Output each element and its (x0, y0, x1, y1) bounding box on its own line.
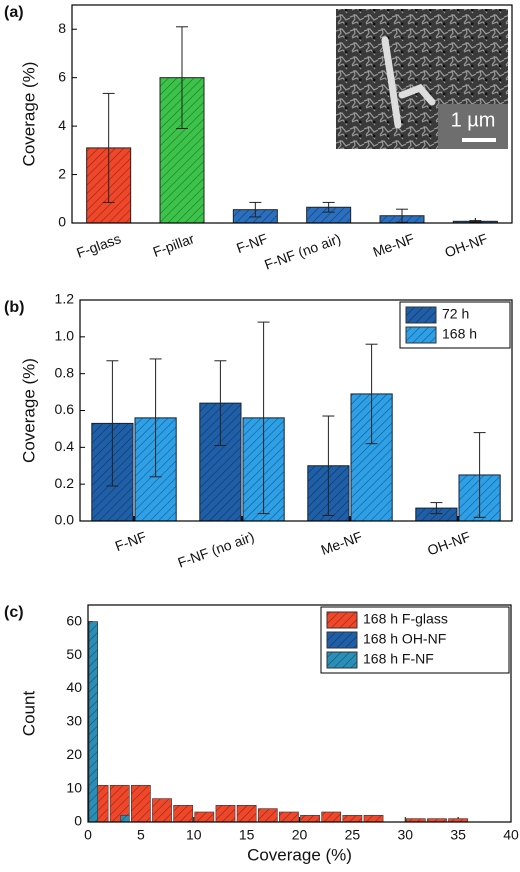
histogram-bar (215, 805, 236, 823)
legend-swatch (405, 326, 437, 344)
x-tick-label: Me-NF (371, 230, 417, 260)
x-tick-label: Me-NF (319, 528, 365, 558)
y-tick-label: 50 (66, 646, 82, 662)
x-tick-label: 5 (137, 827, 145, 843)
y-tick-label: 1.0 (55, 328, 75, 344)
y-tick-label: 0 (58, 214, 66, 230)
x-tick-label: OH-NF (442, 230, 489, 260)
legend-label: 168 h (442, 326, 477, 342)
legend-swatch (326, 611, 358, 629)
histogram-bar (279, 811, 299, 823)
histogram-bar (120, 815, 130, 823)
x-tick-label: F-NF (113, 528, 148, 554)
y-tick-label: 1.2 (55, 291, 75, 307)
legend-swatch (405, 306, 437, 324)
y-tick-label: 20 (66, 746, 82, 762)
x-tick-label: 35 (450, 827, 466, 843)
legend-label: 168 h F-NF (363, 651, 434, 667)
x-tick-label: 10 (186, 827, 202, 843)
histogram-bar (194, 811, 215, 823)
histogram-bar (321, 811, 342, 823)
x-tick-label: 15 (239, 827, 255, 843)
x-tick-label: F-NF (234, 230, 269, 256)
y-tick-label: 6 (58, 68, 66, 84)
x-tick-label: 0 (84, 827, 92, 843)
y-tick-label: 40 (66, 679, 82, 695)
legend-swatch (326, 631, 358, 649)
panel-label: (b) (4, 299, 24, 316)
y-tick-label: 0.8 (55, 364, 75, 380)
x-tick-label: F-NF (no air) (176, 528, 257, 570)
legend-label: 168 h F-glass (363, 611, 448, 627)
y-tick-label: 30 (66, 713, 82, 729)
y-tick-label: 60 (66, 612, 82, 628)
sem-feature (381, 36, 436, 129)
histogram-bar (342, 815, 363, 823)
x-tick-label: 25 (345, 827, 361, 843)
legend-label: 168 h OH-NF (363, 631, 446, 647)
scale-label: 1 µm (451, 109, 496, 131)
panel-label: (a) (4, 4, 24, 21)
x-tick-label: F-pillar (151, 230, 197, 260)
legend-swatch (326, 651, 358, 669)
histogram-bar (152, 798, 172, 823)
y-tick-label: 0 (74, 813, 82, 829)
y-tick-label: 8 (58, 20, 66, 36)
histogram-bar (300, 815, 320, 823)
plot-frame (79, 299, 513, 522)
plot-frame (87, 604, 512, 823)
y-axis-title: Coverage (%) (19, 358, 38, 463)
y-tick-label: 10 (66, 779, 82, 795)
histogram-bar (88, 621, 98, 823)
x-tick-label: OH-NF (425, 528, 472, 558)
y-axis-title: Coverage (%) (19, 62, 38, 167)
y-tick-label: 0.6 (55, 401, 75, 417)
histogram-bar (257, 808, 278, 823)
x-axis-title: Coverage (%) (247, 845, 352, 864)
y-axis-title: Count (19, 691, 38, 737)
inset-image: 1 µm (336, 9, 508, 149)
y-tick-label: 0.2 (55, 475, 75, 491)
y-tick-label: 0.4 (55, 438, 75, 454)
x-tick-label: 40 (503, 827, 519, 843)
x-tick-label: 20 (292, 827, 308, 843)
histogram-bar (363, 815, 384, 823)
x-tick-label: 30 (397, 827, 413, 843)
y-tick-label: 4 (58, 117, 66, 133)
plot-frame (71, 4, 513, 224)
panel-label: (c) (4, 604, 24, 621)
y-tick-label: 0.0 (55, 512, 75, 528)
y-tick-label: 2 (58, 165, 66, 181)
x-tick-label: F-NF (no air) (262, 230, 343, 272)
x-tick-label: F-glass (74, 230, 123, 261)
legend-label: 72 h (442, 306, 469, 322)
histogram-bar (236, 805, 257, 823)
histogram-bar (173, 805, 194, 823)
histogram-bar (131, 784, 151, 823)
